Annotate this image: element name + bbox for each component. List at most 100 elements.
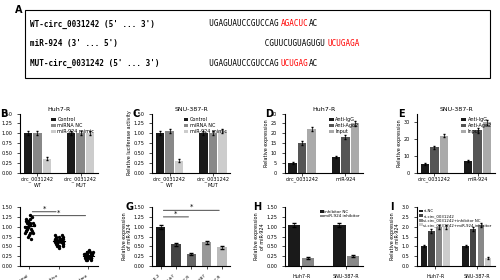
Bar bbox=[443, 227, 450, 266]
Point bbox=[22, 217, 30, 221]
Text: UCUGAG: UCUGAG bbox=[280, 59, 308, 68]
Point bbox=[85, 248, 93, 253]
Bar bbox=[76, 133, 85, 172]
Point bbox=[22, 225, 30, 229]
Bar bbox=[474, 130, 482, 172]
Bar bbox=[199, 133, 207, 172]
Text: CGUUCUGUAGUGU: CGUUCUGUAGUGU bbox=[200, 39, 326, 48]
Point bbox=[59, 242, 67, 247]
Point bbox=[52, 236, 60, 241]
Point bbox=[83, 258, 91, 262]
Bar bbox=[350, 123, 359, 172]
Text: I: I bbox=[390, 202, 394, 213]
Title: SNU-387-R: SNU-387-R bbox=[439, 107, 473, 112]
Bar bbox=[24, 133, 32, 172]
Point bbox=[80, 252, 88, 256]
Point bbox=[28, 230, 36, 235]
Point bbox=[86, 250, 94, 255]
Text: D: D bbox=[266, 109, 274, 119]
Legend: Control, miRNA NC, miR-924 mimic: Control, miRNA NC, miR-924 mimic bbox=[50, 116, 96, 135]
Y-axis label: Relative expression
of miR-924: Relative expression of miR-924 bbox=[254, 213, 265, 260]
Y-axis label: Relative luciferase activity: Relative luciferase activity bbox=[128, 111, 132, 176]
Point bbox=[25, 223, 33, 227]
Point bbox=[55, 234, 63, 239]
Bar bbox=[218, 247, 226, 266]
Bar bbox=[302, 258, 314, 266]
Title: Huh7-R: Huh7-R bbox=[48, 107, 70, 112]
Point bbox=[80, 256, 88, 260]
Bar bbox=[156, 133, 164, 172]
Point bbox=[82, 258, 90, 262]
Title: Huh7-R: Huh7-R bbox=[312, 107, 336, 112]
Bar bbox=[347, 256, 359, 266]
Bar bbox=[478, 225, 484, 266]
Point bbox=[80, 254, 88, 258]
Bar bbox=[428, 231, 434, 266]
Point bbox=[51, 232, 59, 237]
Bar bbox=[288, 163, 297, 172]
Point bbox=[28, 215, 36, 219]
Text: *: * bbox=[42, 206, 46, 212]
Point bbox=[58, 242, 66, 247]
Text: *: * bbox=[190, 204, 193, 210]
Text: H: H bbox=[254, 202, 262, 213]
Point bbox=[81, 254, 89, 258]
Y-axis label: Relative expression
of miR-924: Relative expression of miR-924 bbox=[122, 213, 132, 260]
Bar bbox=[332, 157, 340, 172]
Bar bbox=[67, 133, 76, 172]
Text: MUT-circ_0031242 (5' ... 3'): MUT-circ_0031242 (5' ... 3') bbox=[30, 59, 159, 68]
Point bbox=[52, 234, 60, 239]
Point bbox=[56, 238, 64, 243]
Text: G: G bbox=[125, 202, 133, 213]
Bar bbox=[298, 143, 306, 172]
Point bbox=[26, 223, 34, 227]
Text: UGAGUAUCCGUCCAG: UGAGUAUCCGUCCAG bbox=[200, 19, 279, 29]
Point bbox=[83, 252, 91, 256]
Point bbox=[52, 238, 60, 243]
Point bbox=[82, 254, 90, 258]
Point bbox=[83, 256, 91, 260]
Point bbox=[55, 246, 63, 251]
Point bbox=[26, 213, 34, 217]
Text: AGACUC: AGACUC bbox=[280, 19, 308, 29]
Point bbox=[22, 227, 30, 231]
Bar bbox=[202, 242, 211, 266]
Point bbox=[21, 225, 29, 229]
Point bbox=[86, 254, 94, 258]
Point bbox=[88, 252, 96, 256]
Bar bbox=[308, 129, 316, 172]
Bar bbox=[156, 227, 165, 266]
Point bbox=[86, 256, 94, 260]
Point bbox=[58, 236, 66, 241]
Point bbox=[82, 254, 90, 258]
Text: WT-circ_0031242 (5' ... 3'): WT-circ_0031242 (5' ... 3') bbox=[30, 19, 154, 29]
Point bbox=[23, 227, 31, 231]
Legend: Anti-IgG, Anti-Ago2, Input: Anti-IgG, Anti-Ago2, Input bbox=[460, 116, 492, 135]
Bar bbox=[462, 246, 469, 266]
Title: SNU-387-R: SNU-387-R bbox=[174, 107, 208, 112]
Point bbox=[87, 252, 95, 256]
FancyBboxPatch shape bbox=[25, 10, 490, 78]
Point bbox=[58, 240, 66, 245]
Point bbox=[58, 240, 66, 245]
Point bbox=[24, 234, 32, 239]
Point bbox=[51, 238, 59, 243]
Point bbox=[86, 254, 94, 258]
Bar bbox=[166, 131, 174, 172]
Bar bbox=[341, 137, 349, 172]
Bar bbox=[186, 254, 196, 266]
Point bbox=[83, 250, 91, 255]
Point bbox=[26, 230, 34, 235]
Bar bbox=[42, 159, 51, 172]
Point bbox=[84, 254, 92, 258]
Point bbox=[30, 221, 38, 225]
Point bbox=[24, 225, 32, 229]
Point bbox=[88, 256, 96, 260]
Bar bbox=[86, 133, 94, 172]
Point bbox=[54, 240, 62, 245]
Point bbox=[56, 244, 64, 249]
Point bbox=[24, 219, 32, 223]
Point bbox=[30, 223, 38, 227]
Point bbox=[54, 240, 62, 245]
Point bbox=[22, 228, 30, 233]
